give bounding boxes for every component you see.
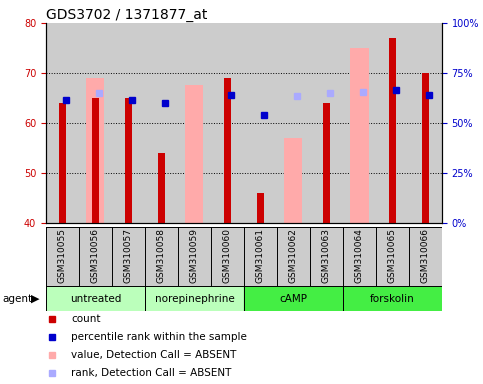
Text: norepinephrine: norepinephrine	[155, 293, 234, 304]
Bar	[277, 227, 310, 286]
Bar	[211, 23, 244, 223]
Bar	[86, 78, 104, 223]
Bar	[145, 23, 178, 223]
Text: GSM310059: GSM310059	[190, 228, 199, 283]
Bar	[323, 103, 330, 223]
Text: GSM310056: GSM310056	[91, 228, 100, 283]
Bar	[145, 286, 244, 311]
Text: percentile rank within the sample: percentile rank within the sample	[71, 332, 247, 342]
Text: value, Detection Call = ABSENT: value, Detection Call = ABSENT	[71, 350, 237, 360]
Bar	[46, 227, 79, 286]
Bar	[284, 138, 302, 223]
Bar	[409, 227, 442, 286]
Text: GSM310057: GSM310057	[124, 228, 133, 283]
Bar	[409, 23, 442, 223]
Text: ▶: ▶	[31, 293, 40, 304]
Bar	[79, 227, 112, 286]
Bar	[185, 86, 203, 223]
Text: GSM310064: GSM310064	[355, 228, 364, 283]
Bar	[46, 286, 145, 311]
Bar	[59, 103, 66, 223]
Bar	[343, 286, 442, 311]
Bar	[46, 23, 79, 223]
Bar	[244, 286, 343, 311]
Text: GSM310058: GSM310058	[157, 228, 166, 283]
Text: rank, Detection Call = ABSENT: rank, Detection Call = ABSENT	[71, 368, 231, 378]
Bar	[389, 38, 396, 223]
Bar	[310, 23, 343, 223]
Text: untreated: untreated	[70, 293, 121, 304]
Text: forskolin: forskolin	[370, 293, 415, 304]
Bar	[158, 153, 165, 223]
Text: GSM310062: GSM310062	[289, 228, 298, 283]
Bar	[145, 227, 178, 286]
Text: GSM310065: GSM310065	[388, 228, 397, 283]
Text: agent: agent	[2, 293, 32, 304]
Text: GDS3702 / 1371877_at: GDS3702 / 1371877_at	[46, 8, 207, 22]
Text: GSM310060: GSM310060	[223, 228, 232, 283]
Bar	[92, 98, 99, 223]
Text: GSM310066: GSM310066	[421, 228, 430, 283]
Bar	[244, 23, 277, 223]
Bar	[244, 227, 277, 286]
Text: count: count	[71, 314, 100, 324]
Text: GSM310063: GSM310063	[322, 228, 331, 283]
Bar	[79, 23, 112, 223]
Bar	[224, 78, 231, 223]
Bar	[178, 227, 211, 286]
Bar	[277, 23, 310, 223]
Bar	[343, 23, 376, 223]
Bar	[178, 23, 211, 223]
Text: GSM310055: GSM310055	[58, 228, 67, 283]
Bar	[376, 227, 409, 286]
Bar	[112, 227, 145, 286]
Bar	[422, 73, 429, 223]
Bar	[257, 193, 264, 223]
Bar	[376, 23, 409, 223]
Bar	[112, 23, 145, 223]
Text: cAMP: cAMP	[280, 293, 307, 304]
Bar	[125, 98, 132, 223]
Bar	[343, 227, 376, 286]
Text: GSM310061: GSM310061	[256, 228, 265, 283]
Bar	[211, 227, 244, 286]
Bar	[310, 227, 343, 286]
Bar	[350, 48, 369, 223]
